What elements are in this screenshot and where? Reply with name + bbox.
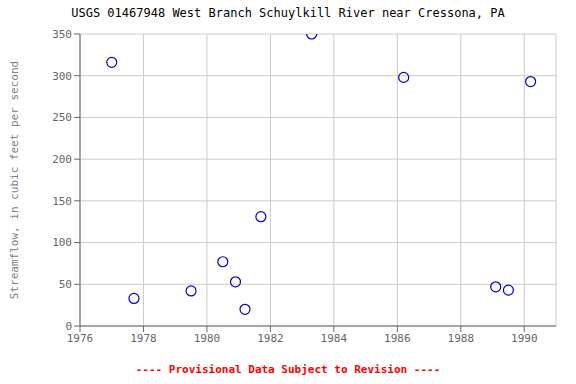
svg-text:300: 300 [52,70,72,83]
svg-text:1978: 1978 [130,332,157,345]
svg-text:100: 100 [52,236,72,249]
svg-text:Streamflow, in cubic feet per: Streamflow, in cubic feet per second [8,61,21,299]
svg-text:1988: 1988 [448,332,475,345]
svg-text:1982: 1982 [257,332,284,345]
svg-text:150: 150 [52,195,72,208]
svg-text:1984: 1984 [321,332,348,345]
svg-text:250: 250 [52,111,72,124]
svg-text:1990: 1990 [511,332,538,345]
svg-text:0: 0 [65,320,72,333]
svg-text:350: 350 [52,28,72,41]
html-text:---- Provisional Data Subject: ---- Provisional Data Subject to Revisio… [135,363,441,376]
svg-text:1980: 1980 [194,332,221,345]
html-text:USGS 01467948 West Branch Schu: USGS 01467948 West Branch Schuylkill Riv… [71,6,505,20]
svg-text:1976: 1976 [67,332,94,345]
svg-text:200: 200 [52,153,72,166]
svg-text:1986: 1986 [384,332,411,345]
svg-text:50: 50 [59,278,72,291]
